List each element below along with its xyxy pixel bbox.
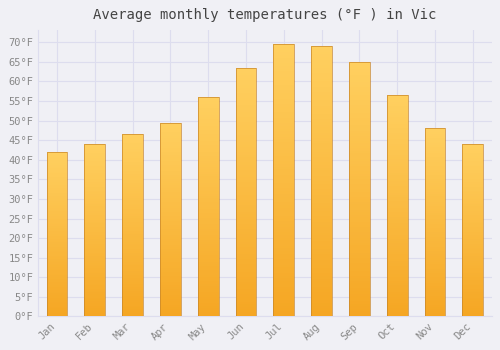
Title: Average monthly temperatures (°F ) in Vic: Average monthly temperatures (°F ) in Vi… xyxy=(93,8,436,22)
